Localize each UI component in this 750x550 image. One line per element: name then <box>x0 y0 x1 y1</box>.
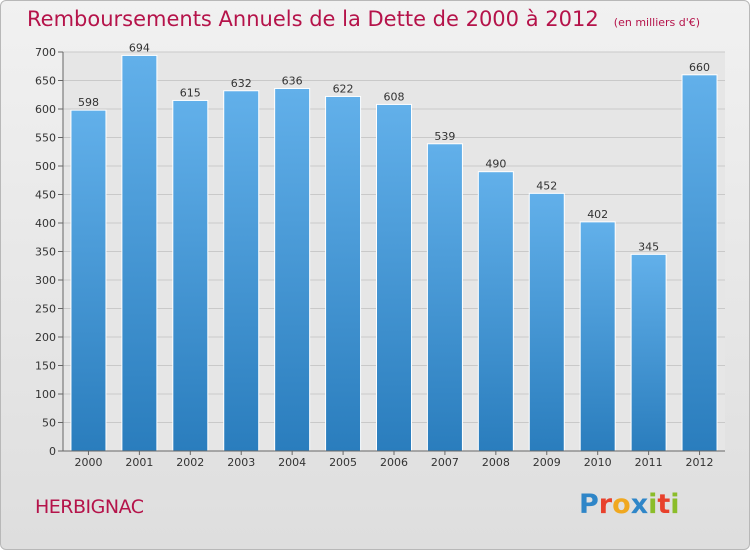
y-tick-label: 200 <box>35 331 56 344</box>
y-tick-label: 400 <box>35 217 56 230</box>
y-tick-label: 250 <box>35 303 56 316</box>
value-label-2008: 490 <box>485 158 506 171</box>
value-label-2010: 402 <box>587 208 608 221</box>
value-label-2011: 345 <box>638 240 659 253</box>
y-tick-label: 450 <box>35 189 56 202</box>
x-tick-label-2006: 2006 <box>380 456 408 469</box>
x-tick-label-2010: 2010 <box>584 456 612 469</box>
x-tick-label-2002: 2002 <box>176 456 204 469</box>
bar-2002 <box>172 99 209 452</box>
logo-letter: P <box>579 489 599 520</box>
bar-2008 <box>477 171 514 452</box>
bar-2007 <box>426 143 463 452</box>
y-tick-label: 300 <box>35 274 56 287</box>
x-tick-label-2003: 2003 <box>227 456 255 469</box>
y-tick-label: 600 <box>35 103 56 116</box>
y-tick-label: 700 <box>35 46 56 59</box>
value-label-2012: 660 <box>689 61 710 74</box>
bar-2001 <box>121 54 158 452</box>
bar-2006 <box>376 103 412 452</box>
value-labels: 598 694 615 632 636 622 608 539 490 452 402 345 660 <box>78 41 710 253</box>
bar-2005 <box>325 95 362 452</box>
chart-unit-note: (en milliers d'€) <box>613 16 701 29</box>
x-tick-label-2008: 2008 <box>482 456 510 469</box>
bar-2011 <box>630 253 667 452</box>
x-tick-label-2007: 2007 <box>431 456 459 469</box>
commune-name: HERBIGNAC <box>35 496 144 518</box>
logo-letter: x <box>630 489 649 520</box>
value-label-2009: 452 <box>536 179 557 192</box>
bars <box>70 54 718 452</box>
value-label-2007: 539 <box>434 130 455 143</box>
y-tick-label: 650 <box>35 75 56 88</box>
bar-2010 <box>579 221 616 452</box>
y-tick-label: 0 <box>49 445 56 458</box>
axes: 0 50 100 150 200 250 300 350 400 450 500 550 600 650 7… <box>35 46 725 469</box>
value-label-2005: 622 <box>333 82 354 95</box>
bar-2009 <box>528 192 565 452</box>
y-tick-label: 500 <box>35 160 56 173</box>
bar-2000 <box>70 109 107 452</box>
proxiti-logo: Proxiti <box>579 489 680 520</box>
logo-letter: t <box>657 489 671 520</box>
bar-2012 <box>681 74 718 452</box>
x-tick-label-2009: 2009 <box>533 456 561 469</box>
y-tick-label: 550 <box>35 132 56 145</box>
y-tick-label: 150 <box>35 360 56 373</box>
x-tick-label-2001: 2001 <box>125 456 153 469</box>
y-tick-label: 350 <box>35 246 56 259</box>
x-tick-label-2012: 2012 <box>686 456 714 469</box>
logo-letter: r <box>598 489 613 520</box>
value-label-2001: 694 <box>129 41 150 54</box>
x-tick-label-2000: 2000 <box>74 456 102 469</box>
bar-2004 <box>274 87 311 452</box>
value-label-2002: 615 <box>180 86 201 99</box>
chart-title-text: Remboursements Annuels de la Dette de 20… <box>27 7 599 31</box>
chart-title: Remboursements Annuels de la Dette de 20… <box>27 7 700 31</box>
value-label-2003: 632 <box>231 77 252 90</box>
x-tick-label-2005: 2005 <box>329 456 357 469</box>
logo-letter: i <box>648 489 658 520</box>
value-label-2000: 598 <box>78 96 99 109</box>
value-label-2006: 608 <box>384 90 405 103</box>
y-tick-label: 50 <box>42 417 56 430</box>
x-tick-label-2004: 2004 <box>278 456 306 469</box>
logo-letter: o <box>612 489 631 520</box>
bar-2003 <box>223 90 260 452</box>
y-tick-label: 100 <box>35 388 56 401</box>
value-label-2004: 636 <box>282 74 303 87</box>
logo-letter: i <box>670 489 680 520</box>
x-tick-label-2011: 2011 <box>635 456 663 469</box>
